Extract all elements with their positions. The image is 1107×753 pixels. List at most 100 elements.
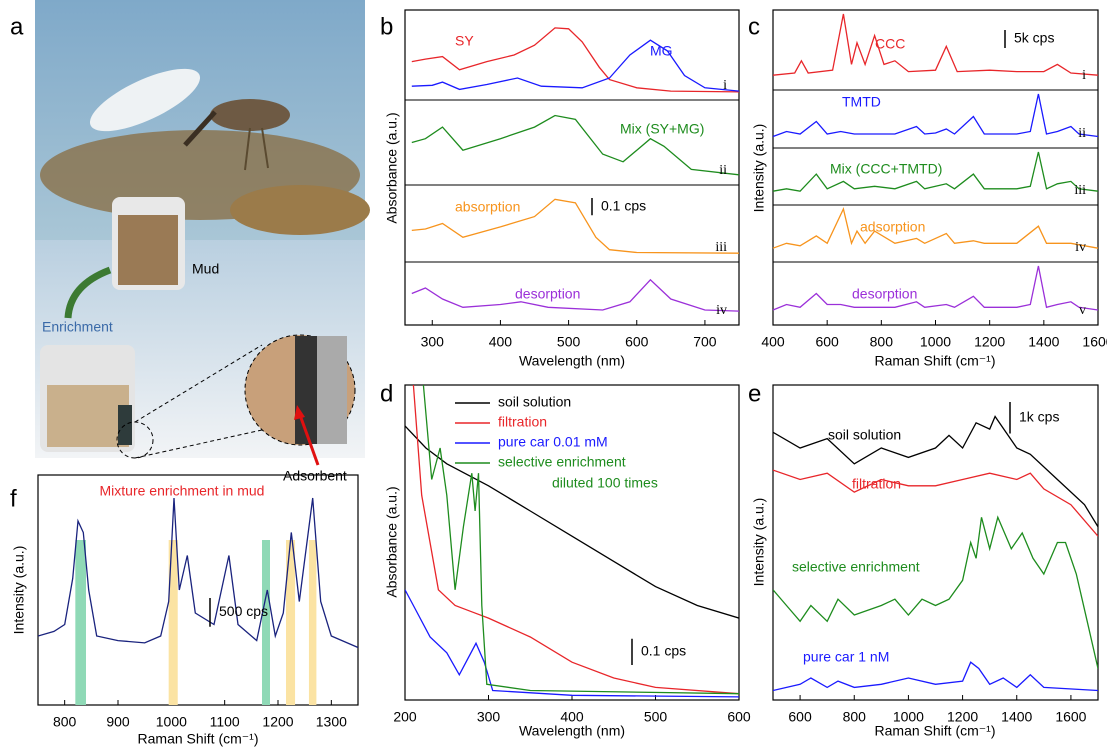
spectrum-line bbox=[773, 415, 1098, 528]
spectrum-line bbox=[773, 515, 1098, 669]
legend-label: soil solution bbox=[498, 394, 571, 410]
x-tick-label: 400 bbox=[560, 709, 584, 725]
series-label: MG bbox=[650, 43, 673, 59]
x-tick-label: 1600 bbox=[1082, 334, 1107, 350]
series-label: TMTD bbox=[842, 94, 881, 110]
x-tick-label: 200 bbox=[393, 709, 417, 725]
mud-label: Mud bbox=[192, 261, 219, 277]
x-axis-label: Raman Shift (cm⁻¹) bbox=[875, 353, 996, 369]
spectrum-line bbox=[405, 589, 739, 698]
axes-frame bbox=[772, 384, 1099, 701]
roman-label: i bbox=[723, 78, 727, 93]
y-axis-label: Absorbance (a.u.) bbox=[384, 112, 400, 223]
series-label: selective enrichment bbox=[792, 559, 920, 575]
y-axis-label: Intensity (a.u.) bbox=[751, 498, 767, 587]
spectrum-line bbox=[411, 39, 740, 92]
scale-bar-label: 0.1 cps bbox=[641, 643, 686, 659]
x-tick-label: 1600 bbox=[1055, 709, 1086, 725]
legend-label: selective enrichment bbox=[498, 454, 626, 470]
spectrum-line bbox=[411, 114, 740, 176]
bird-leg bbox=[244, 127, 251, 171]
spectrum-line bbox=[773, 661, 1098, 692]
roman-label: v bbox=[1079, 303, 1086, 318]
x-tick-label: 1000 bbox=[893, 709, 924, 725]
spectrum-line bbox=[411, 198, 740, 254]
series-label: desorption bbox=[852, 286, 917, 302]
panel-label: f bbox=[10, 485, 17, 512]
x-tick-label: 1000 bbox=[156, 714, 187, 730]
spectrum-line bbox=[411, 27, 740, 93]
adsorbent-label: Adsorbent bbox=[283, 468, 347, 484]
x-tick-label: 500 bbox=[557, 334, 581, 350]
series-label: adsorption bbox=[860, 219, 925, 235]
x-tick-label: 600 bbox=[625, 334, 649, 350]
spectrum-line bbox=[422, 385, 739, 695]
legend-label: filtration bbox=[498, 414, 547, 430]
axes-frame bbox=[37, 474, 359, 706]
panel-label: e bbox=[748, 380, 761, 407]
spectrum-line bbox=[38, 497, 358, 649]
rocks bbox=[230, 185, 370, 235]
roman-label: iii bbox=[715, 240, 727, 255]
panel-label: c bbox=[748, 13, 760, 40]
series-group bbox=[405, 385, 739, 698]
x-tick-label: 400 bbox=[761, 334, 785, 350]
spectrum-line bbox=[411, 278, 740, 312]
enrichment-arrow bbox=[64, 266, 112, 319]
roman-label: iv bbox=[1075, 240, 1086, 255]
bird-leg bbox=[261, 127, 269, 169]
y-axis-label: Intensity (a.u.) bbox=[11, 546, 27, 635]
mud bbox=[118, 215, 178, 285]
panel-a-photo: a Mud Enrichment Adsorbent bbox=[10, 0, 370, 484]
x-tick-label: 1400 bbox=[1028, 334, 1059, 350]
bottle bbox=[89, 68, 201, 132]
axes-frame bbox=[404, 9, 740, 326]
zoom-line bbox=[134, 429, 263, 459]
axes-frame bbox=[404, 384, 740, 701]
roman-label: iii bbox=[1074, 183, 1086, 198]
x-axis-label: Raman Shift (cm⁻¹) bbox=[875, 723, 996, 739]
spectrum-line bbox=[772, 265, 1099, 311]
series-label: CCC bbox=[875, 36, 905, 52]
series-label: soil solution bbox=[828, 427, 901, 443]
glass bbox=[317, 336, 347, 444]
spectrum-line bbox=[772, 207, 1099, 249]
x-tick-label: 800 bbox=[843, 709, 867, 725]
x-tick-label: 500 bbox=[644, 709, 668, 725]
x-tick-label: 800 bbox=[53, 714, 77, 730]
y-axis-label: Absorbance (a.u.) bbox=[384, 486, 400, 597]
x-axis-label: Raman Shift (cm⁻¹) bbox=[138, 731, 259, 747]
spectrum-line bbox=[772, 151, 1099, 192]
x-tick-label: 800 bbox=[870, 334, 894, 350]
x-tick-label: 400 bbox=[489, 334, 513, 350]
scale-bar-label: 0.1 cps bbox=[601, 197, 646, 213]
arrow-head bbox=[294, 405, 305, 420]
panel-label: b bbox=[380, 13, 393, 40]
spectrum-line bbox=[412, 385, 739, 695]
x-tick-label: 1000 bbox=[920, 334, 951, 350]
enrichment-label: Enrichment bbox=[42, 319, 113, 335]
x-tick-label: 1100 bbox=[210, 714, 240, 730]
highlight-band bbox=[308, 540, 317, 705]
x-tick-label: 600 bbox=[815, 334, 839, 350]
x-tick-label: 600 bbox=[727, 709, 751, 725]
highlight-band bbox=[168, 540, 178, 705]
series-label: filtration bbox=[852, 476, 901, 492]
scale-bar-label: 1k cps bbox=[1019, 408, 1059, 424]
highlight-band bbox=[262, 540, 270, 705]
legend-label: pure car 0.01 mM bbox=[498, 434, 608, 450]
roman-label: i bbox=[1082, 68, 1086, 83]
x-tick-label: 1200 bbox=[947, 709, 978, 725]
series-label: pure car 1 nM bbox=[803, 649, 889, 665]
series-group bbox=[38, 497, 358, 649]
highlight-band bbox=[75, 540, 86, 705]
x-axis-label: Wavelength (nm) bbox=[519, 723, 625, 739]
chart-title: Mixture enrichment in mud bbox=[100, 483, 265, 499]
series-label: Mix (CCC+TMTD) bbox=[830, 161, 942, 177]
x-tick-label: 600 bbox=[788, 709, 812, 725]
bird-neck bbox=[183, 110, 217, 147]
annotation: diluted 100 times bbox=[552, 475, 658, 491]
roman-label: ii bbox=[1078, 126, 1086, 141]
roman-label: ii bbox=[719, 163, 727, 178]
series-label: Mix (SY+MG) bbox=[620, 121, 704, 137]
